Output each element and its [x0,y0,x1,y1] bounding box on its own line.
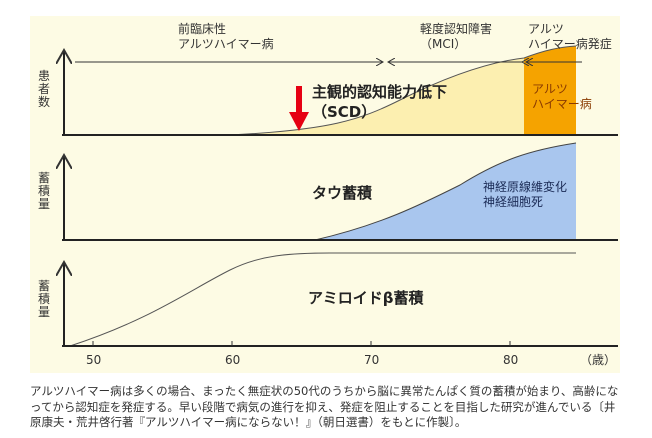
ad-box-label: アルツ ハイマー病 [532,82,592,111]
scd-label: 主観的認知能力低下 （SCD） [312,83,448,121]
neuro-label: 神経原線維変化 神経細胞死 [483,180,568,209]
y-label-tau: 蓄積量 [38,171,51,211]
tau-area [315,143,576,240]
x-tick-60: 60 [225,353,241,367]
ad-area [524,46,576,135]
mci-label: 軽度認知障害 （MCI） [420,22,493,51]
amyloid-label: アミロイドβ蓄積 [308,289,424,307]
mci-area [230,58,524,135]
y-label-patients: 患者数 [38,69,51,109]
x-axis-unit: （歳） [580,353,617,367]
preclinical-label: 前臨床性 アルツハイマー病 [178,22,274,51]
onset-label: アルツ ハイマー病発症 [528,22,612,51]
tau-curve [314,142,577,241]
caption: アルツハイマー病は多くの場合、まったく無症状の50代のうちから脳に異常たんぱく質… [30,384,619,429]
red-arrow-head [289,112,309,131]
y-label-amyloid: 蓄積量 [38,279,51,319]
tau-label: タウ蓄積 [312,184,373,202]
red-arrow-shaft [296,86,302,114]
x-tick-80: 80 [503,353,519,367]
amyloid-curve [69,252,576,347]
x-tick-50: 50 [86,353,102,367]
x-tick-70: 70 [364,353,380,367]
patients-curve [229,45,577,136]
